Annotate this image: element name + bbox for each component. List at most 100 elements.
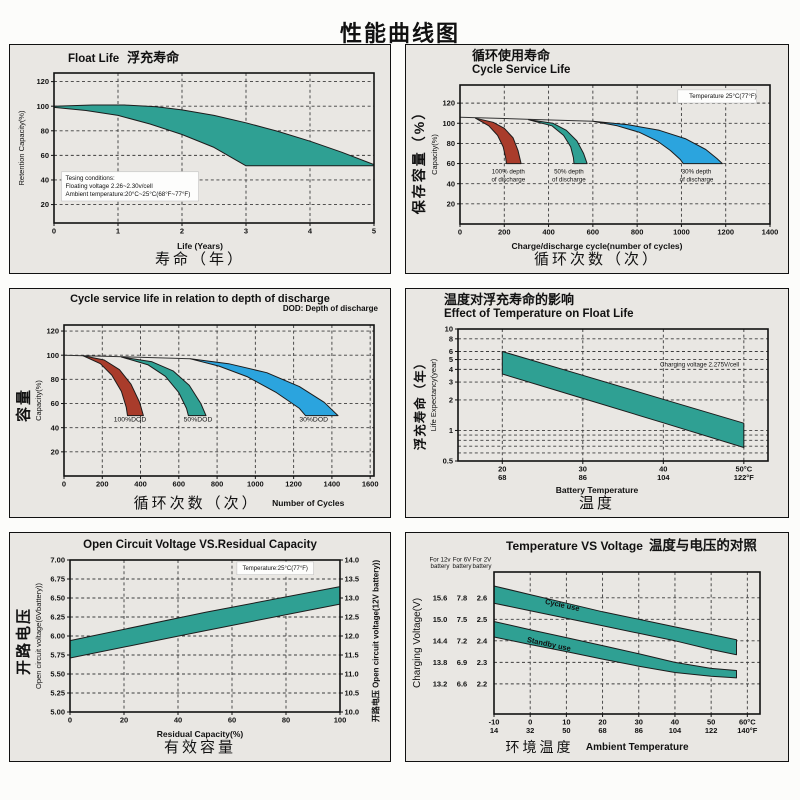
- svg-text:122: 122: [705, 726, 718, 735]
- y-axis-label-right: 开路电压 Open circuit voltage(12V battery)): [371, 559, 381, 723]
- x-axis-label-zh: 环境温度: [505, 738, 574, 755]
- title-zh: 浮充寿命: [127, 50, 180, 65]
- svg-text:13.2: 13.2: [433, 680, 448, 689]
- svg-text:5.00: 5.00: [50, 708, 65, 717]
- x-axis-label-en: Number of Cycles: [272, 497, 345, 508]
- svg-text:20: 20: [51, 448, 59, 457]
- svg-text:40: 40: [447, 179, 455, 188]
- svg-text:30: 30: [579, 464, 587, 473]
- chart-title-float-life: Float Life 浮充寿命: [14, 49, 386, 65]
- svg-text:15.0: 15.0: [433, 615, 448, 624]
- chart-panel-cycle-life-dod: Cycle service life in relation to depth …: [9, 288, 391, 518]
- svg-text:6.6: 6.6: [457, 680, 467, 689]
- svg-text:1600: 1600: [362, 480, 379, 489]
- svg-text:of discharge: of discharge: [491, 177, 525, 184]
- svg-text:Floating voltage 2.26~2.30v/ce: Floating voltage 2.26~2.30v/cell: [66, 183, 153, 190]
- svg-text:12.0: 12.0: [345, 632, 360, 641]
- chart-title-cycle-service-life: 循环使用寿命 Cycle Service Life: [410, 48, 784, 77]
- svg-text:2.2: 2.2: [477, 680, 487, 689]
- svg-text:10.0: 10.0: [345, 708, 360, 717]
- svg-text:200: 200: [498, 227, 511, 236]
- svg-text:2: 2: [180, 226, 184, 235]
- title-en: Float Life: [68, 53, 120, 65]
- svg-text:30%DOD: 30%DOD: [299, 417, 328, 424]
- x-axis-label: 环境温度 Ambient Temperature: [410, 738, 784, 757]
- svg-text:120: 120: [442, 99, 455, 108]
- svg-text:1000: 1000: [247, 480, 264, 489]
- svg-text:10: 10: [445, 325, 453, 334]
- svg-text:3: 3: [449, 378, 453, 387]
- svg-text:For 2V: For 2V: [473, 557, 492, 564]
- svg-text:60: 60: [41, 151, 49, 160]
- svg-text:0: 0: [68, 715, 72, 724]
- svg-text:1200: 1200: [285, 480, 302, 489]
- svg-text:13.5: 13.5: [345, 575, 360, 584]
- svg-text:200: 200: [96, 480, 109, 489]
- svg-text:80: 80: [282, 715, 290, 724]
- x-axis-label-en: Battery Temperature: [555, 484, 639, 495]
- charts-grid: Float Life 浮充寿命 0 1 2 3 4 5 20 40 60 80 100 120 Reten…: [0, 44, 800, 762]
- svg-text:For 6V: For 6V: [453, 557, 472, 564]
- svg-text:20: 20: [598, 718, 606, 727]
- svg-text:20: 20: [447, 199, 455, 208]
- svg-text:100: 100: [334, 715, 347, 724]
- x-axis-label-zh: 温度: [578, 495, 615, 512]
- temperature-vs-voltage-plot: -1014032105020683086401045012260°C140°F1…: [412, 557, 761, 735]
- chart-title-cycle-life-dod: Cycle service life in relation to depth …: [14, 293, 386, 317]
- svg-text:5: 5: [449, 355, 453, 364]
- svg-text:0: 0: [458, 227, 462, 236]
- svg-text:6.25: 6.25: [50, 613, 65, 622]
- svg-text:12.5: 12.5: [345, 613, 360, 622]
- svg-text:6: 6: [449, 347, 453, 356]
- svg-text:32: 32: [526, 726, 534, 735]
- svg-text:7.8: 7.8: [457, 594, 467, 603]
- y-axis-label-zh: 开路电压: [15, 606, 33, 675]
- svg-text:13.0: 13.0: [345, 594, 360, 603]
- svg-text:1200: 1200: [717, 227, 734, 236]
- svg-text:80: 80: [41, 126, 49, 135]
- svg-text:battery: battery: [431, 563, 451, 570]
- svg-text:60: 60: [447, 159, 455, 168]
- svg-text:1400: 1400: [762, 227, 779, 236]
- svg-text:7.00: 7.00: [50, 556, 65, 565]
- svg-text:5.50: 5.50: [50, 670, 65, 679]
- chart-panel-temperature-vs-voltage: Temperature VS Voltage 温度与电压的对照 -10 14 0 32 1…: [405, 532, 789, 762]
- svg-text:30: 30: [635, 718, 643, 727]
- svg-text:104: 104: [669, 726, 682, 735]
- svg-text:80: 80: [447, 139, 455, 148]
- svg-text:400: 400: [542, 227, 555, 236]
- svg-text:0: 0: [528, 718, 532, 727]
- svg-text:1: 1: [449, 426, 453, 435]
- chart-title-ocv: Open Circuit Voltage VS.Residual Capacit…: [14, 537, 386, 553]
- svg-text:400: 400: [134, 480, 147, 489]
- svg-text:0.5: 0.5: [443, 457, 453, 466]
- svg-text:2.5: 2.5: [477, 615, 487, 624]
- svg-text:Retention Capacity(%): Retention Capacity(%): [17, 110, 26, 186]
- svg-text:Temperature 25°C(77°F): Temperature 25°C(77°F): [689, 93, 757, 100]
- svg-text:8: 8: [449, 334, 453, 343]
- title-en: Cycle service life in relation to depth …: [70, 293, 330, 305]
- title-zh: 循环使用寿命: [472, 48, 551, 63]
- svg-text:20: 20: [41, 200, 49, 209]
- x-axis-label: Battery Temperature 温度: [410, 485, 784, 513]
- cycle-life-dod-plot: 0 200 400 600 800 1000 1200 1400 1600 20 40 60 80 100…: [34, 324, 379, 489]
- svg-text:Charging voltage 2.275V/cell: Charging voltage 2.275V/cell: [660, 362, 739, 369]
- x-axis-label: Charge/discharge cycle(number of cycles)…: [410, 241, 784, 269]
- svg-text:10.5: 10.5: [345, 689, 360, 698]
- svg-text:7.5: 7.5: [457, 615, 467, 624]
- svg-text:50: 50: [562, 726, 570, 735]
- svg-text:4: 4: [308, 226, 313, 235]
- x-axis-label-en: Ambient Temperature: [585, 741, 689, 753]
- svg-text:of discharge: of discharge: [680, 177, 714, 184]
- y-axis-label-zh: 容量: [15, 388, 33, 423]
- svg-text:40: 40: [671, 718, 679, 727]
- cycle-service-life-plot: 0 200 400 600 800 1000 1200 1400 20 40 60 80 100 120 C…: [430, 84, 779, 236]
- svg-text:80: 80: [51, 375, 59, 384]
- svg-text:6.50: 6.50: [50, 594, 65, 603]
- svg-text:Capacity(%): Capacity(%): [430, 133, 439, 174]
- svg-text:100: 100: [46, 351, 59, 360]
- svg-text:104: 104: [657, 473, 670, 482]
- y-axis-label-zh: 保存容量（%）: [411, 103, 427, 215]
- svg-text:40: 40: [659, 464, 667, 473]
- svg-text:1000: 1000: [673, 227, 690, 236]
